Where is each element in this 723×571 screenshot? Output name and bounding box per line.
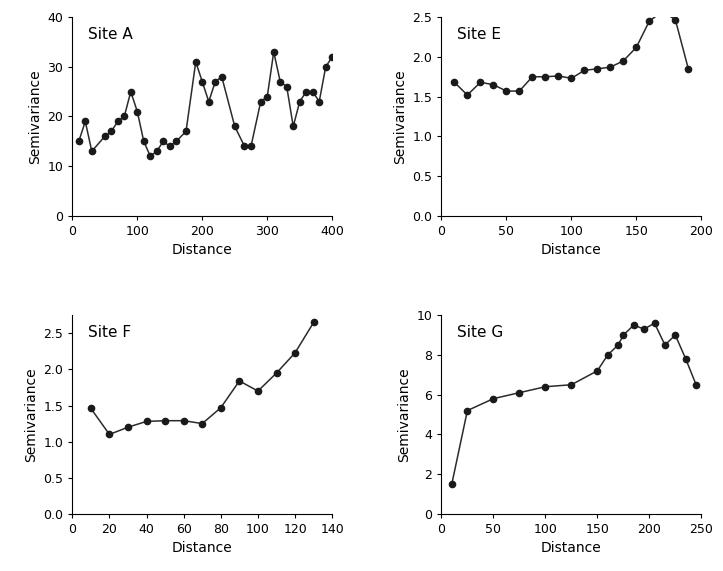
X-axis label: Distance: Distance	[541, 541, 602, 556]
Text: Site F: Site F	[88, 325, 131, 340]
X-axis label: Distance: Distance	[541, 243, 602, 258]
Text: Site E: Site E	[457, 27, 501, 42]
Text: Site A: Site A	[88, 27, 132, 42]
Y-axis label: Semivariance: Semivariance	[28, 69, 42, 164]
Text: Site G: Site G	[457, 325, 503, 340]
Y-axis label: Semivariance: Semivariance	[24, 367, 38, 462]
X-axis label: Distance: Distance	[172, 541, 233, 556]
Y-axis label: Semivariance: Semivariance	[393, 69, 407, 164]
X-axis label: Distance: Distance	[172, 243, 233, 258]
Y-axis label: Semivariance: Semivariance	[397, 367, 411, 462]
